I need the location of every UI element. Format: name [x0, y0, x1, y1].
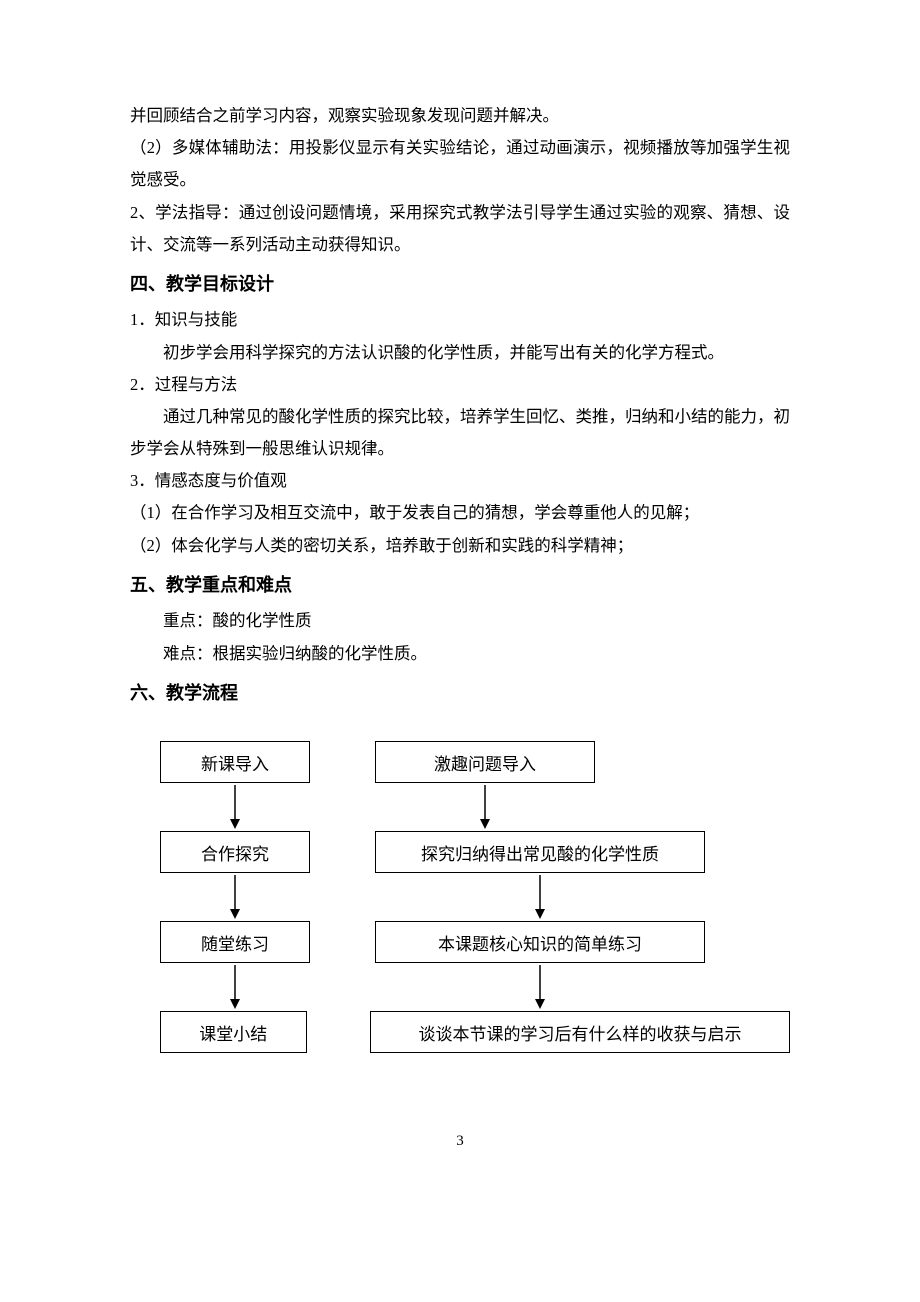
section4-heading: 四、教学目标设计	[130, 265, 790, 305]
paragraph-multimedia: （2）多媒体辅助法：用投影仪显示有关实验结论，通过动画演示，视频播放等加强学生视…	[130, 132, 790, 196]
flow-box-left-3: 随堂练习	[160, 921, 310, 963]
section4-item3-sub2: （2）体会化学与人类的密切关系，培养敢于创新和实践的科学精神；	[130, 530, 790, 562]
flowchart: 新课导入 激趣问题导入 合作探究 探究归纳得出常见酸的化学性质	[160, 741, 790, 1053]
flow-box-right-3: 本课题核心知识的简单练习	[375, 921, 705, 963]
flow-arrows-3	[160, 963, 790, 1011]
section6-heading: 六、教学流程	[130, 674, 790, 714]
section5-heading: 五、教学重点和难点	[130, 566, 790, 606]
flow-row-2: 合作探究 探究归纳得出常见酸的化学性质	[160, 831, 790, 873]
arrow-down-icon	[530, 963, 550, 1011]
page-number: 3	[130, 1133, 790, 1150]
flow-gap	[310, 831, 375, 873]
section5-difficulty: 难点：根据实验归纳酸的化学性质。	[130, 638, 790, 670]
flow-box-left-4: 课堂小结	[160, 1011, 307, 1053]
flow-box-left-2: 合作探究	[160, 831, 310, 873]
flow-box-left-1: 新课导入	[160, 741, 310, 783]
paragraph-continuation: 并回顾结合之前学习内容，观察实验现象发现问题并解决。	[130, 100, 790, 132]
section4-item1-label: 1．知识与技能	[130, 304, 790, 336]
flow-gap	[310, 921, 375, 963]
paragraph-study-guide: 2、学法指导：通过创设问题情境，采用探究式教学法引导学生通过实验的观察、猜想、设…	[130, 197, 790, 261]
section4-item3-sub1: （1）在合作学习及相互交流中，敢于发表自己的猜想，学会尊重他人的见解；	[130, 497, 790, 529]
flow-box-right-4: 谈谈本节课的学习后有什么样的收获与启示	[370, 1011, 790, 1053]
section4-item2-label: 2．过程与方法	[130, 369, 790, 401]
arrow-down-icon	[225, 873, 245, 921]
flow-gap	[307, 1011, 370, 1053]
section4-item1-body: 初步学会用科学探究的方法认识酸的化学性质，并能写出有关的化学方程式。	[130, 337, 790, 369]
section4-item3-label: 3．情感态度与价值观	[130, 465, 790, 497]
arrow-down-icon	[225, 963, 245, 1011]
flow-box-right-1: 激趣问题导入	[375, 741, 595, 783]
flow-box-right-2: 探究归纳得出常见酸的化学性质	[375, 831, 705, 873]
section5-key: 重点：酸的化学性质	[130, 605, 790, 637]
arrow-down-icon	[530, 873, 550, 921]
flow-row-3: 随堂练习 本课题核心知识的简单练习	[160, 921, 790, 963]
arrow-down-icon	[475, 783, 495, 831]
flow-gap	[310, 741, 375, 783]
flow-arrows-1	[160, 783, 790, 831]
arrow-down-icon	[225, 783, 245, 831]
flow-row-1: 新课导入 激趣问题导入	[160, 741, 790, 783]
flow-arrows-2	[160, 873, 790, 921]
flow-row-4: 课堂小结 谈谈本节课的学习后有什么样的收获与启示	[160, 1011, 790, 1053]
section4-item2-body: 通过几种常见的酸化学性质的探究比较，培养学生回忆、类推，归纳和小结的能力，初步学…	[130, 401, 790, 465]
